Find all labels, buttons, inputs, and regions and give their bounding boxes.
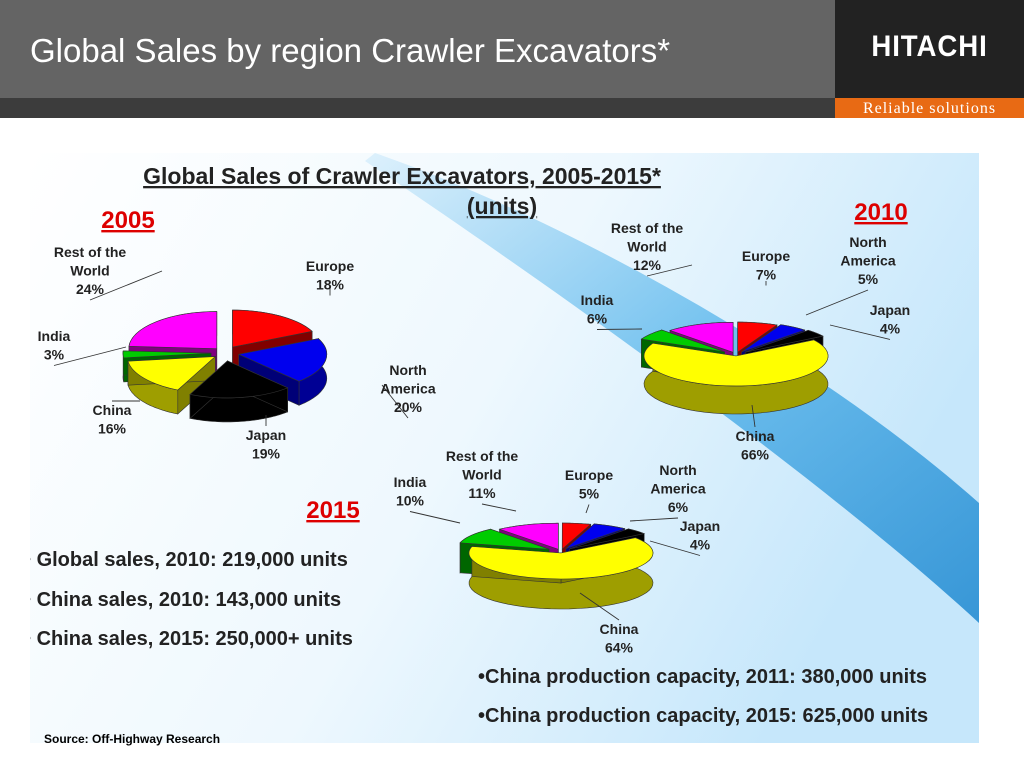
chart-subtitle: (units): [467, 193, 537, 219]
pie-2010: 2010 Europe 7% North America 5% Japan 4% China 66…: [581, 199, 911, 463]
pie-year-label: 2010: [854, 199, 907, 226]
leader-line: [805, 289, 869, 316]
leader-line: [53, 346, 127, 366]
slice-label: Japan 19%: [246, 427, 286, 462]
slice-label: Japan 4%: [680, 518, 720, 553]
slice-label: China 16%: [93, 402, 132, 437]
header-bar: [0, 98, 835, 118]
leader-line: [409, 511, 461, 524]
leader-line: [646, 264, 693, 277]
capacity-note: •China production capacity, 2015: 625,00…: [478, 705, 928, 727]
slice-label: Europe 5%: [565, 467, 613, 502]
slice-label: North America 5%: [840, 234, 895, 287]
slice-label: Europe 7%: [742, 248, 790, 283]
pie-2015: 2015 Europe 5% North America 6%Japan 4% China 64…: [306, 448, 720, 656]
bullet-item: • China sales, 2015: 250,000+ units: [30, 628, 353, 650]
leader-line: [596, 328, 643, 330]
chart-panel: Global Sales of Crawler Excavators, 2005…: [30, 153, 979, 743]
brand-box: HITACHI: [835, 0, 1024, 98]
bullet-item: • Global sales, 2010: 219,000 units: [30, 549, 348, 571]
slice-label: Rest of the World 24%: [54, 244, 127, 297]
slide-title: Global Sales by region Crawler Excavator…: [30, 32, 671, 69]
slice-label: Rest of the World 11%: [446, 448, 519, 501]
hitachi-logo: HITACHI: [871, 30, 988, 63]
bullet-list: • Global sales, 2010: 219,000 units • Ch…: [30, 549, 353, 650]
bullet-item: • China sales, 2010: 143,000 units: [30, 589, 341, 611]
slice-label: India 10%: [394, 474, 427, 509]
slice-label: Europe 18%: [306, 258, 354, 293]
pie-year-label: 2005: [101, 207, 154, 234]
slice-label: India 6%: [581, 292, 614, 327]
slice-label: China 64%: [600, 621, 639, 656]
leader-line: [579, 592, 620, 621]
leader-line: [89, 270, 163, 301]
slice-label: India 3%: [38, 328, 71, 363]
brand-tagline: Reliable solutions: [835, 98, 1024, 118]
capacity-list: •China production capacity, 2011: 380,00…: [478, 666, 928, 727]
leader-line: [751, 404, 756, 428]
pie-slice: [127, 355, 217, 415]
chart-title: Global Sales of Crawler Excavators, 2005…: [143, 163, 661, 189]
pie-slice: [468, 537, 654, 610]
leader-line: [829, 324, 891, 340]
slide-header: [0, 0, 835, 98]
slice-label: North America 20%: [380, 362, 435, 415]
slice-label: North America 6%: [650, 462, 705, 515]
leader-line: [585, 504, 590, 514]
pie-slice: [189, 360, 289, 423]
slice-label: Rest of the World 12%: [611, 220, 684, 273]
leader-line: [481, 503, 517, 512]
pie-2005: 2005 Europe 18% North America 20% Japan 19% Chin…: [38, 207, 436, 462]
leader-line: [649, 540, 701, 556]
chart-canvas: Global Sales of Crawler Excavators, 2005…: [30, 153, 979, 743]
leader-line: [381, 384, 409, 419]
slice-label: Japan 4%: [870, 302, 910, 337]
leader-line: [629, 517, 679, 522]
pie-slice: [643, 339, 829, 415]
source-note: Source: Off-Highway Research: [44, 732, 221, 746]
capacity-note: •China production capacity, 2011: 380,00…: [478, 666, 927, 688]
background-swoosh: [365, 153, 979, 623]
pie-year-label: 2015: [306, 497, 359, 524]
slice-label: China 66%: [736, 428, 775, 463]
